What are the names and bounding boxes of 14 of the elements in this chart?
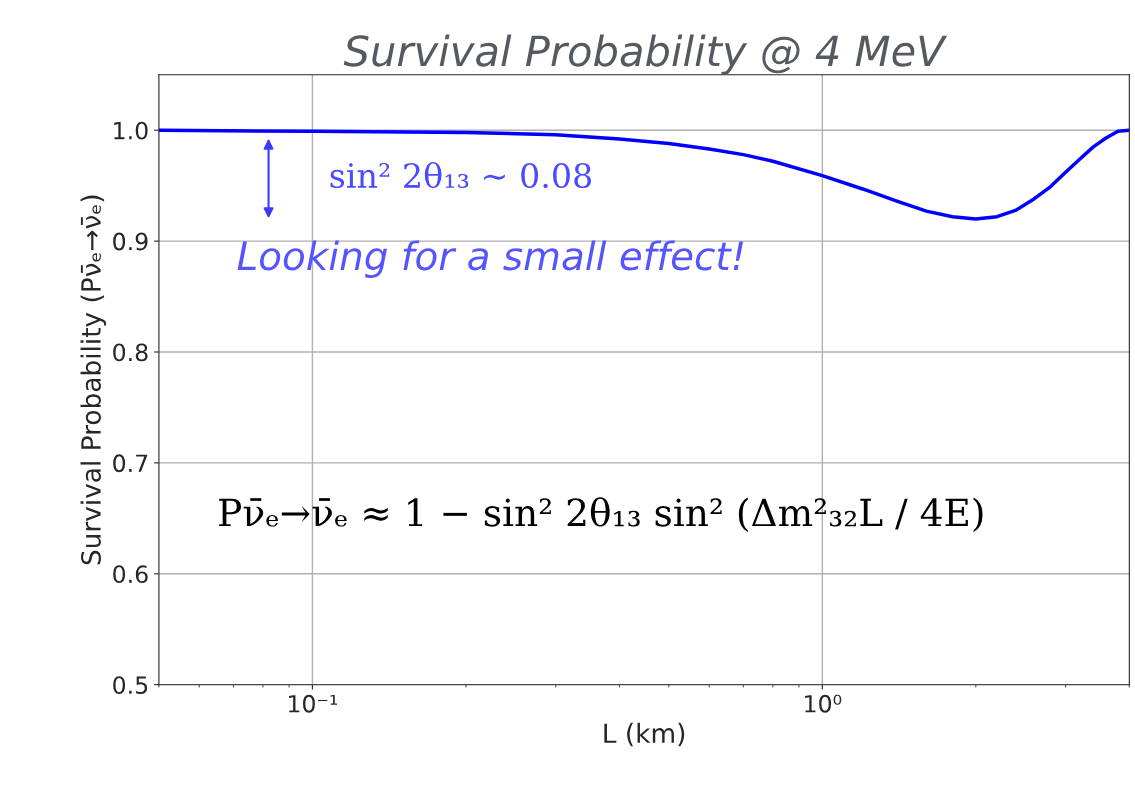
chart-title: Survival Probability @ 4 MeV bbox=[343, 34, 948, 75]
annotation: sin² 2θ₁₃ ∼ 0.08 bbox=[330, 161, 592, 189]
y-tick-label: 0.9 bbox=[113, 232, 148, 251]
annotation: Pν̄ₑ→ν̄ₑ ≈ 1 − sin² 2θ₁₃ sin² (Δm²₃₂L / 4E) bbox=[219, 497, 983, 532]
x-tick-label: 10⁰ bbox=[805, 694, 842, 713]
y-tick-label: 0.8 bbox=[113, 343, 148, 362]
y-tick-label: 1.0 bbox=[114, 121, 148, 140]
y-tick-label: 0.6 bbox=[113, 565, 148, 584]
annotation: Looking for a small effect! bbox=[237, 240, 744, 279]
y-tick-label: 0.7 bbox=[113, 454, 148, 473]
y-axis-title: Survival Probability (Pν̄ₑ→ν̄ₑ) bbox=[80, 195, 107, 565]
y-tick-label: 0.5 bbox=[113, 676, 148, 694]
x-tick-label: 10⁻¹ bbox=[289, 694, 338, 713]
x-axis-title: L (km) bbox=[604, 722, 685, 747]
